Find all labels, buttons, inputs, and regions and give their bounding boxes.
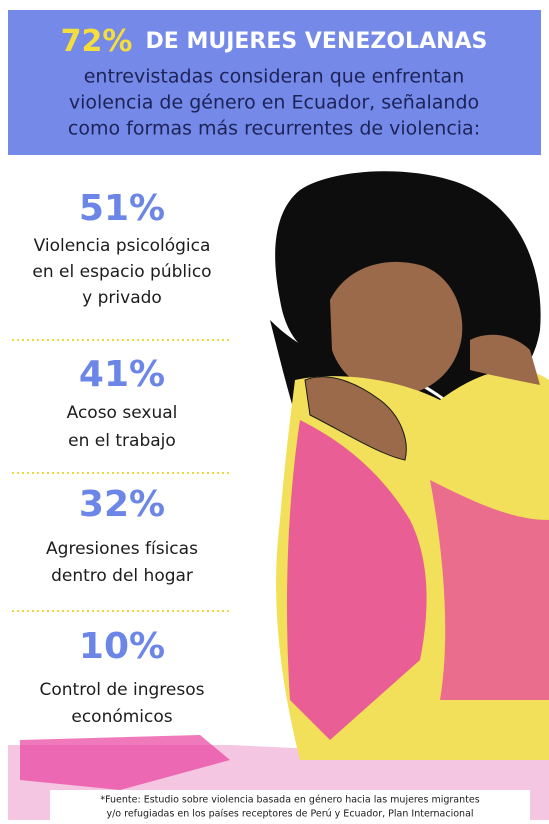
stat-label: Agresiones físicas	[46, 539, 198, 559]
header-title: 72% DE MUJERES VENEZOLANAS	[61, 24, 488, 59]
subtitle-line: entrevistadas consideran que enfrentan	[84, 66, 465, 88]
percent: 10%	[79, 626, 165, 667]
stat-label: Violencia psicológica	[34, 236, 211, 256]
body: 72% DE MUJERES VENEZOLANAS entrevistadas…	[0, 0, 549, 824]
title: DE MUJERES VENEZOLANAS	[146, 29, 488, 54]
stat-label: y privado	[82, 288, 162, 308]
subtitle-line: violencia de género en Ecuador, señaland…	[69, 92, 479, 114]
highlight: 72%	[61, 24, 133, 59]
stat-label: en el espacio público	[32, 262, 211, 282]
stat-label: Control de ingresos	[40, 680, 205, 700]
percent: 32%	[79, 484, 165, 525]
stat-label: en el trabajo	[68, 431, 176, 451]
subtitle-line: como formas más recurrentes de violencia…	[68, 118, 480, 140]
footer-line: *Fuente: Estudio sobre violencia basada …	[100, 795, 479, 806]
percent: 51%	[79, 188, 165, 229]
infographic: 72% DE MUJERES VENEZOLANAS entrevistadas…	[0, 0, 549, 824]
stat-label: económicos	[71, 707, 172, 727]
stat-label: dentro del hogar	[51, 566, 193, 586]
stat-label: Acoso sexual	[67, 403, 178, 423]
percent: 41%	[79, 354, 165, 395]
footer-line: y/o refugiadas en los países receptores …	[106, 809, 473, 820]
page: Infografía {"header":{"highlight":"72%",…	[0, 0, 549, 824]
face	[330, 262, 462, 395]
